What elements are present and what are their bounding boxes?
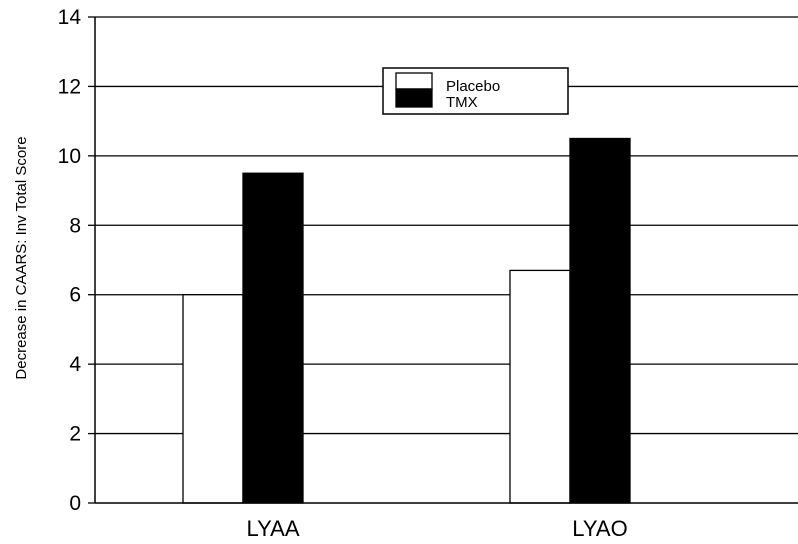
y-tick-label: 8 xyxy=(69,214,81,237)
x-tick-label: LYAA xyxy=(247,516,300,541)
y-tick-label: 4 xyxy=(69,353,81,376)
bar-placebo-lyaa xyxy=(182,294,244,504)
axes xyxy=(94,17,798,504)
y-tick-label: 0 xyxy=(69,492,81,515)
y-tick-label: 2 xyxy=(69,423,81,446)
y-axis-title: Decrease in CAARS: Inv Total Score xyxy=(13,136,30,379)
y-tick-label: 6 xyxy=(69,284,81,307)
x-tick-label: LYAO xyxy=(572,516,627,541)
legend-label-tmx: TMX xyxy=(446,94,478,111)
y-tick-label: 10 xyxy=(58,145,81,168)
bar-tmx-lyaa xyxy=(242,172,304,504)
bar-placebo-lyao xyxy=(509,269,571,504)
legend-swatch-tmx xyxy=(395,88,433,108)
y-tick-label: 14 xyxy=(58,6,82,29)
legend: Placebo TMX xyxy=(382,67,569,115)
bar-tmx-lyao xyxy=(569,137,631,504)
legend-swatch-placebo xyxy=(395,72,433,90)
legend-label-placebo: Placebo xyxy=(446,78,500,95)
bars xyxy=(182,137,631,504)
y-tick-label: 12 xyxy=(58,75,81,98)
y-ticks: 0 2 4 6 8 10 12 14 xyxy=(58,6,95,515)
x-tick-labels: LYAA LYAO xyxy=(247,516,628,541)
